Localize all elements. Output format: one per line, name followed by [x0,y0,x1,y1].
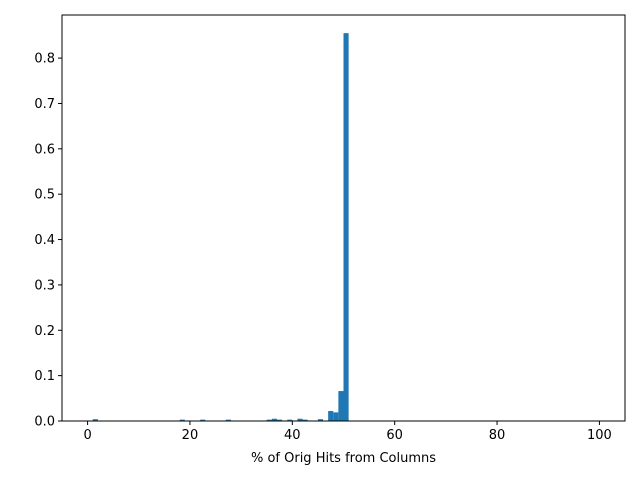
y-tick-label: 0.8 [34,52,55,67]
histogram-bar [200,419,206,421]
x-tick-label: 0 [83,428,91,443]
histogram-bar [338,391,344,421]
histogram-bar [343,33,349,422]
histogram-bar [271,418,277,421]
histogram-bar [266,419,272,421]
y-tick-label: 0.6 [34,142,55,157]
histogram-bar [302,419,308,421]
x-axis-ticks: 0 20 40 60 80 100 [83,421,612,443]
histogram-bar [225,419,231,421]
y-tick-label: 0.0 [34,415,55,430]
y-tick-label: 0.4 [34,233,55,248]
x-tick-label: 100 [587,428,612,443]
histogram-bar [179,419,185,421]
histogram-bar [287,419,293,421]
histogram-bar [297,418,303,421]
y-tick-label: 0.7 [34,97,55,112]
x-tick-label: 20 [182,428,199,443]
histogram-bar [333,412,339,421]
histogram-bar [92,419,98,421]
y-tick-label: 0.2 [34,324,55,339]
y-tick-label: 0.1 [34,369,55,384]
x-axis-label: % of Orig Hits from Columns [251,451,436,466]
x-tick-label: 60 [386,428,403,443]
y-tick-label: 0.5 [34,188,55,203]
x-tick-label: 80 [489,428,506,443]
y-tick-label: 0.3 [34,278,55,293]
x-tick-label: 40 [284,428,301,443]
histogram-bar [328,411,334,421]
histogram-bar [317,419,324,421]
histogram-bars [87,33,349,422]
y-axis-ticks: 0.0 0.1 0.2 0.3 0.4 0.5 0.6 0.7 0.8 [34,52,62,430]
plot-area-frame [61,14,626,422]
histogram-bar [276,419,283,421]
